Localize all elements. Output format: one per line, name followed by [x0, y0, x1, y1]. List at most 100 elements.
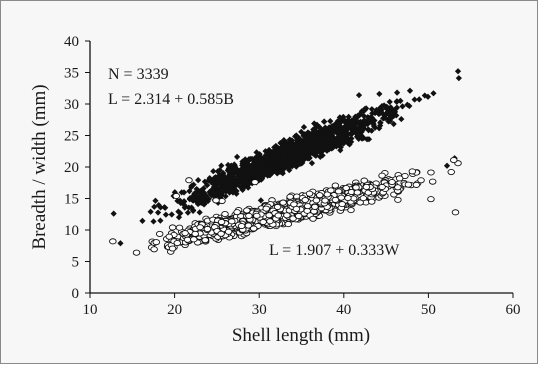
breadth-point — [162, 204, 169, 211]
breadth-point — [192, 190, 199, 198]
breadth-point — [245, 173, 252, 180]
width-point — [395, 175, 404, 182]
breadth-point — [319, 152, 326, 159]
breadth-point — [328, 122, 336, 130]
breadth-point — [232, 166, 239, 173]
breadth-point — [344, 121, 352, 128]
width-point — [203, 225, 212, 233]
breadth-point — [180, 198, 188, 205]
breadth-point — [237, 176, 244, 183]
breadth-point — [353, 120, 360, 127]
breadth-point — [216, 166, 223, 174]
breadth-point — [372, 109, 379, 116]
width-point — [168, 245, 177, 252]
breadth-point — [404, 101, 411, 108]
breadth-point — [338, 126, 345, 133]
breadth-point — [266, 172, 274, 179]
breadth-point — [233, 187, 240, 195]
breadth-point — [260, 167, 267, 174]
breadth-point — [406, 102, 413, 110]
breadth-point — [208, 187, 215, 194]
breadth-point — [264, 162, 272, 169]
breadth-point — [343, 132, 350, 139]
breadth-point — [258, 175, 266, 182]
breadth-point — [233, 153, 241, 160]
width-point — [305, 190, 314, 197]
breadth-point — [280, 163, 287, 170]
breadth-point — [256, 151, 263, 158]
width-point — [201, 237, 209, 244]
breadth-point — [226, 168, 233, 175]
width-point — [359, 195, 368, 202]
width-point — [286, 193, 294, 200]
width-point — [168, 224, 177, 231]
breadth-point — [398, 115, 405, 123]
breadth-point — [329, 129, 337, 136]
breadth-point — [295, 140, 303, 147]
breadth-point — [139, 217, 146, 224]
breadth-point — [380, 115, 387, 122]
breadth-point — [246, 162, 253, 169]
breadth-point — [344, 139, 351, 147]
breadth-point — [384, 104, 391, 111]
breadth-point — [443, 162, 451, 169]
breadth-point — [286, 141, 293, 148]
breadth-point — [326, 146, 333, 153]
breadth-point — [316, 141, 323, 148]
width-point — [378, 172, 386, 179]
width-point — [155, 230, 164, 237]
width-point — [394, 196, 402, 203]
breadth-point — [355, 135, 362, 142]
width-point — [378, 183, 386, 191]
breadth-point — [391, 108, 399, 115]
width-point — [181, 230, 189, 237]
breadth-point — [265, 157, 272, 164]
breadth-point — [241, 166, 248, 173]
breadth-point — [182, 203, 189, 210]
breadth-point — [309, 144, 316, 151]
y-tick-label: 25 — [64, 129, 79, 145]
breadth-point — [184, 209, 192, 216]
y-tick-label: 35 — [64, 66, 79, 82]
breadth-point — [288, 159, 296, 166]
width-point — [309, 215, 317, 222]
breadth-point — [373, 106, 380, 114]
annotation-n: N = 3339 — [108, 66, 169, 83]
breadth-point — [291, 161, 298, 168]
annotation-breadth-equation: L = 2.314 + 0.585B — [108, 91, 234, 108]
breadth-point — [368, 114, 375, 121]
width-point — [217, 218, 226, 226]
breadth-point — [147, 208, 154, 215]
breadth-point — [306, 151, 313, 158]
width-point — [274, 212, 283, 219]
width-point — [217, 230, 225, 237]
width-point — [427, 169, 435, 176]
breadth-point — [337, 133, 344, 140]
breadth-point — [323, 147, 331, 154]
width-point — [249, 225, 258, 232]
breadth-point — [190, 207, 197, 214]
breadth-point — [194, 196, 201, 203]
breadth-point — [262, 148, 269, 155]
breadth-point — [284, 163, 291, 170]
breadth-point — [321, 136, 328, 143]
breadth-point — [329, 138, 336, 146]
breadth-point — [242, 156, 249, 163]
breadth-point — [117, 240, 124, 247]
breadth-point — [275, 151, 282, 158]
x-axis-title: Shell length (mm) — [232, 325, 370, 346]
breadth-point — [258, 157, 265, 164]
width-point — [266, 218, 274, 225]
breadth-point — [369, 110, 376, 117]
breadth-point — [455, 75, 462, 82]
breadth-point — [267, 166, 274, 173]
breadth-point — [263, 152, 270, 160]
breadth-point — [411, 96, 418, 103]
breadth-point — [233, 181, 240, 189]
breadth-point — [258, 170, 265, 177]
x-tick-label: 60 — [506, 302, 521, 318]
width-point — [243, 207, 251, 214]
breadth-point — [344, 136, 351, 143]
breadth-point — [327, 118, 334, 125]
width-point — [412, 181, 421, 188]
